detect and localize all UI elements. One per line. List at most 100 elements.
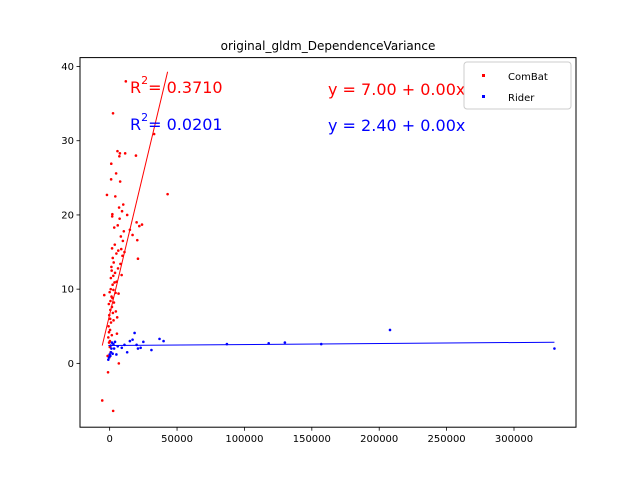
plot-marks (100, 71, 556, 413)
rider-point (107, 358, 110, 361)
combat-point (131, 233, 134, 237)
rider-fit-equation: y = 2.40 + 0.00x (328, 116, 465, 135)
combat-point (123, 152, 127, 155)
rider-point (139, 346, 142, 350)
combat-point (117, 362, 121, 365)
combat-point (114, 291, 117, 295)
combat-point (116, 149, 119, 153)
rider-point (133, 331, 136, 335)
combat-point (119, 262, 122, 266)
combat-point (122, 229, 126, 233)
rider-point (131, 338, 134, 341)
legend-marker-rider (482, 95, 485, 98)
combat-point (166, 192, 169, 196)
y-tick-label: 40 (61, 62, 74, 73)
rider-point (135, 343, 138, 347)
combat-point (105, 193, 109, 197)
combat-point (134, 154, 138, 157)
combat-point (124, 80, 128, 83)
combat-point (111, 296, 114, 300)
combat-point (128, 228, 132, 232)
combat-point (118, 180, 122, 183)
x-tick-label: 150000 (293, 434, 331, 445)
combat-point (110, 269, 113, 272)
combat-r2-annotation: R2= 0.3710 (130, 74, 223, 97)
combat-point (118, 217, 121, 220)
rider-point (120, 346, 124, 350)
combat-point (111, 111, 115, 115)
combat-point (109, 287, 113, 291)
combat-point (119, 247, 123, 251)
y-tick-label: 20 (61, 210, 74, 221)
rider-point (319, 342, 323, 346)
combat-point (109, 299, 112, 303)
rider-point (142, 340, 145, 344)
combat-r2-label: R (130, 78, 141, 97)
combat-point (152, 132, 156, 136)
combat-point (113, 243, 117, 246)
combat-point (119, 235, 123, 238)
x-tick-label: 100000 (225, 434, 263, 445)
rider-r2-annotation: R2= 0.0201 (130, 111, 223, 134)
combat-point (109, 178, 113, 181)
rider-point (111, 352, 114, 356)
combat-point (108, 317, 112, 321)
combat-point (111, 256, 115, 260)
combat-point (121, 203, 125, 206)
rider-point (162, 339, 165, 343)
combat-point (112, 301, 116, 304)
combat-fit-equation: y = 7.00 + 0.00x (328, 80, 465, 99)
combat-point (110, 333, 114, 337)
combat-point (102, 293, 106, 297)
combat-point (110, 265, 113, 269)
combat-point (108, 290, 111, 294)
rider-point (125, 350, 129, 354)
combat-point (109, 162, 113, 166)
combat-point (116, 249, 120, 252)
y-tick-label: 0 (68, 359, 74, 370)
combat-point (118, 152, 122, 155)
combat-point (107, 336, 110, 339)
combat-point (116, 224, 120, 227)
combat-point (111, 274, 115, 278)
combat-point (107, 330, 111, 334)
combat-point (109, 308, 112, 312)
combat-point (140, 223, 144, 226)
combat-point (116, 267, 120, 270)
y-tick-label: 10 (61, 285, 74, 296)
rider-fit-line (108, 341, 555, 347)
combat-point (117, 206, 121, 209)
combat-point (113, 271, 117, 275)
rider-point (128, 339, 132, 343)
rider-point (112, 342, 115, 346)
combat-point (107, 302, 111, 306)
rider-point (123, 343, 126, 347)
combat-point (125, 213, 129, 217)
x-axis-ticks: 0 50000 100000 150000 200000 250000 300000 (106, 427, 533, 445)
combat-point (109, 276, 113, 280)
combat-point (123, 250, 126, 254)
x-tick-label: 200000 (360, 434, 398, 445)
x-tick-label: 250000 (428, 434, 466, 445)
rider-point (553, 347, 556, 350)
plot-frame (79, 57, 577, 428)
combat-point (112, 226, 116, 229)
combat-point (108, 339, 112, 343)
combat-point (111, 311, 115, 315)
legend-box (463, 61, 572, 110)
combat-point (111, 409, 115, 413)
combat-point (108, 328, 112, 332)
legend-label-combat: ComBat (508, 72, 548, 83)
rider-point (283, 341, 287, 344)
combat-point (100, 399, 104, 402)
combat-point (121, 254, 124, 258)
combat-point (117, 292, 120, 295)
combat-r2-superscript: 2 (141, 74, 148, 87)
rider-point (110, 347, 113, 350)
combat-point (115, 316, 119, 319)
combat-point (120, 209, 124, 213)
combat-point (114, 310, 118, 313)
combat-point (115, 280, 118, 284)
combat-r2-value: = 0.3710 (148, 78, 222, 97)
